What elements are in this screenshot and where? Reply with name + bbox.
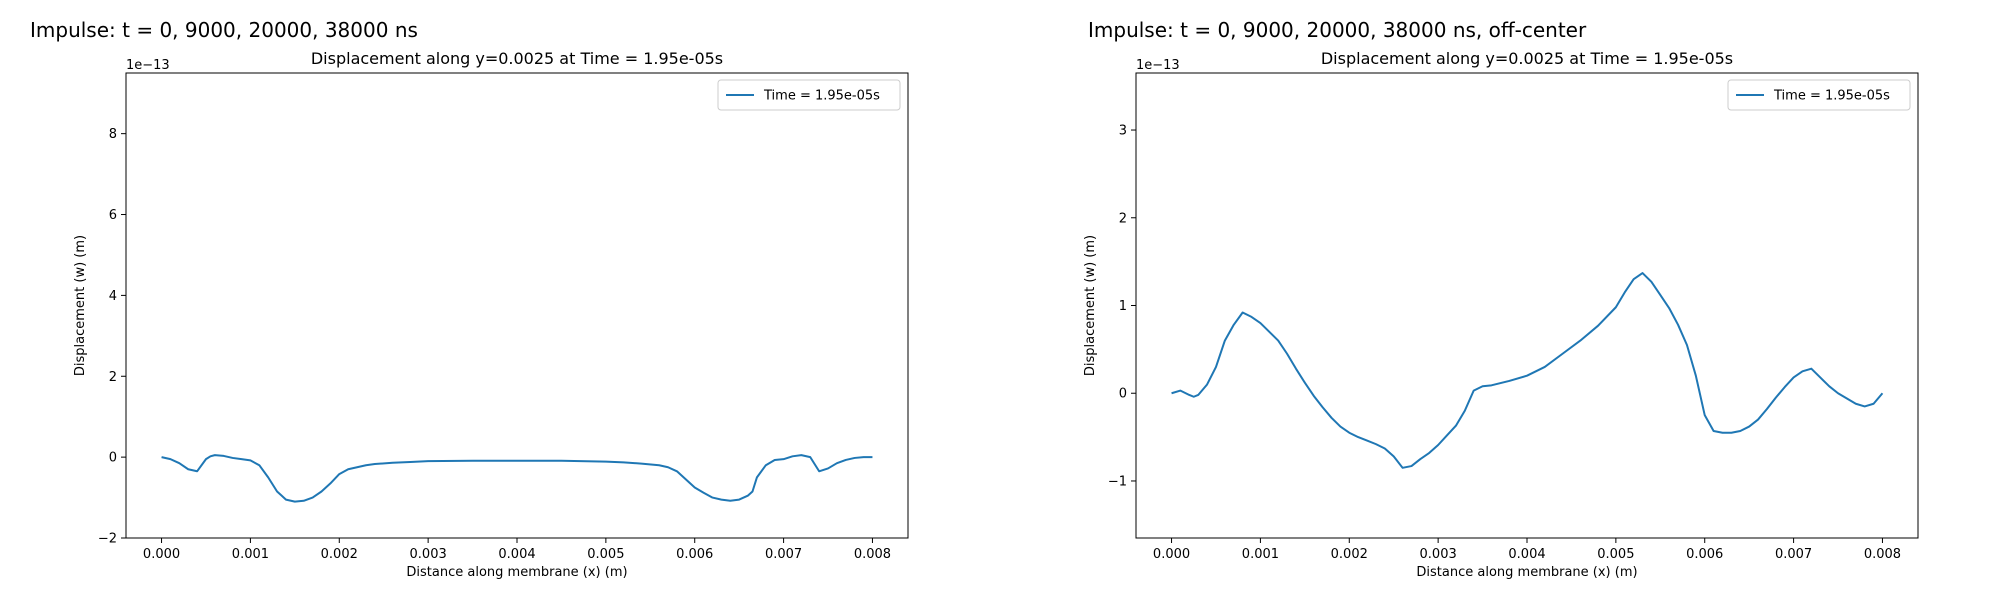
x-tick-label: 0.008 — [1864, 547, 1901, 562]
x-tick-label: 0.008 — [854, 547, 891, 562]
legend: Time = 1.95e-05s — [1727, 79, 1911, 111]
y-tick-label: 8 — [109, 127, 117, 142]
x-tick-label: 0.003 — [410, 547, 447, 562]
series-line-1 — [1171, 272, 1884, 469]
y-tick-label: 2 — [109, 370, 117, 385]
y-offset-label: 1e−13 — [126, 58, 170, 73]
x-tick-label: 0.005 — [1597, 547, 1634, 562]
x-axis-label: Distance along membrane (x) (m) — [406, 565, 627, 580]
legend-label: Time = 1.95e-05s — [763, 89, 880, 104]
x-tick-label: 0.003 — [1420, 547, 1457, 562]
x-tick-label: 0.005 — [587, 547, 624, 562]
legend-box — [717, 79, 901, 111]
x-tick-label: 0.001 — [232, 547, 269, 562]
y-offset-label: 1e−13 — [1136, 58, 1180, 73]
x-tick-label: 0.000 — [143, 547, 180, 562]
x-tick-label: 0.004 — [1508, 547, 1545, 562]
panel-heading-left: Impulse: t = 0, 9000, 20000, 38000 ns — [30, 18, 418, 42]
x-tick-label: 0.004 — [498, 547, 535, 562]
y-tick-label: 1 — [1119, 299, 1127, 314]
x-tick-label: 0.007 — [1775, 547, 1812, 562]
legend: Time = 1.95e-05s — [717, 79, 901, 111]
chart-title: Displacement along y=0.0025 at Time = 1.… — [1321, 49, 1733, 68]
plot-frame — [1135, 72, 1919, 539]
y-axis-label: Displacement (w) (m) — [73, 235, 88, 376]
x-tick-label: 0.001 — [1242, 547, 1279, 562]
panel-heading-right: Impulse: t = 0, 9000, 20000, 38000 ns, o… — [1088, 18, 1587, 42]
y-axis-label: Displacement (w) (m) — [1083, 235, 1098, 376]
chart-2: Displacement along y=0.0025 at Time = 1.… — [1083, 49, 1919, 580]
series-line-1 — [161, 454, 873, 503]
y-tick-label: 2 — [1119, 211, 1127, 226]
x-tick-label: 0.007 — [765, 547, 802, 562]
x-tick-label: 0.006 — [1686, 547, 1723, 562]
x-tick-label: 0.002 — [321, 547, 358, 562]
legend-box — [1727, 79, 1911, 111]
y-tick-label: 0 — [1119, 387, 1127, 402]
x-axis-label: Distance along membrane (x) (m) — [1416, 565, 1637, 580]
x-tick-label: 0.000 — [1153, 547, 1190, 562]
x-tick-label: 0.002 — [1331, 547, 1368, 562]
plot-frame — [125, 72, 909, 539]
legend-label: Time = 1.95e-05s — [1773, 89, 1890, 104]
y-tick-label: −1 — [1108, 474, 1127, 489]
x-tick-label: 0.006 — [676, 547, 713, 562]
chart-title: Displacement along y=0.0025 at Time = 1.… — [311, 49, 723, 68]
y-tick-label: 4 — [109, 289, 117, 304]
chart-1: Displacement along y=0.0025 at Time = 1.… — [73, 49, 909, 580]
y-tick-label: −2 — [98, 532, 117, 547]
y-tick-label: 3 — [1119, 124, 1127, 139]
y-tick-label: 0 — [109, 451, 117, 466]
y-tick-label: 6 — [109, 208, 117, 223]
